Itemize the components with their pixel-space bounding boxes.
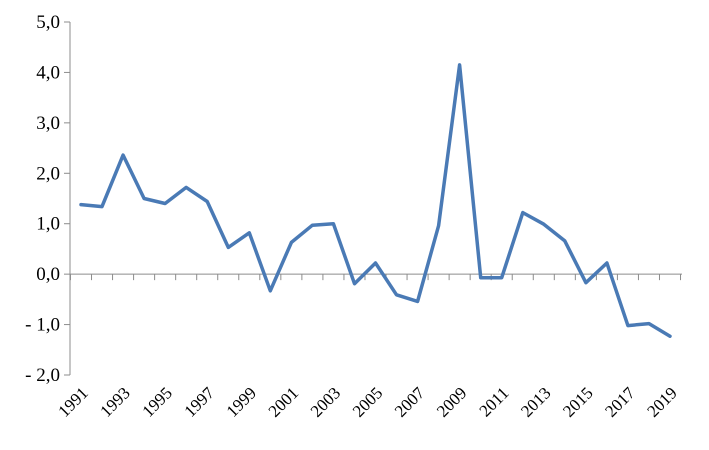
x-tick-label: 1997 (181, 383, 219, 421)
y-tick-label: 1,0 (36, 214, 60, 235)
x-tick-label: 2003 (307, 383, 344, 420)
x-tick-label: 2001 (265, 383, 302, 420)
x-tick-label: 2013 (517, 383, 554, 420)
y-tick-label: - 2,0 (25, 365, 60, 386)
x-tick-label: 2005 (349, 383, 386, 420)
y-tick-label: 5,0 (36, 12, 60, 33)
x-tick-label: 2017 (601, 383, 639, 421)
x-tick-label: 1993 (96, 383, 133, 420)
x-tick-label: 2019 (643, 383, 680, 420)
x-tick-label: 2007 (391, 383, 429, 421)
x-axis: 1991 1993 1995 1997 1999 2001 2003 2005 2007 2009… (54, 273, 682, 421)
y-tick-label: 2,0 (36, 163, 60, 184)
y-axis: 5,0 4,0 3,0 2,0 1,0 0,0 - 1,0 - 2,0 (25, 12, 71, 386)
series-line (79, 63, 672, 338)
y-tick-label: 0,0 (36, 264, 60, 285)
y-tick-label: 4,0 (36, 62, 60, 83)
x-tick-label: 1995 (138, 383, 175, 420)
y-tick-label: 3,0 (36, 113, 60, 134)
x-tick-label: 2009 (433, 383, 470, 420)
y-tick-label: - 1,0 (25, 315, 60, 336)
x-tick-label: 2015 (559, 383, 596, 420)
series-group (79, 63, 672, 338)
x-tick-label: 1991 (54, 383, 91, 420)
x-tick-label: 1999 (223, 383, 260, 420)
x-tick-label: 2011 (476, 383, 513, 420)
